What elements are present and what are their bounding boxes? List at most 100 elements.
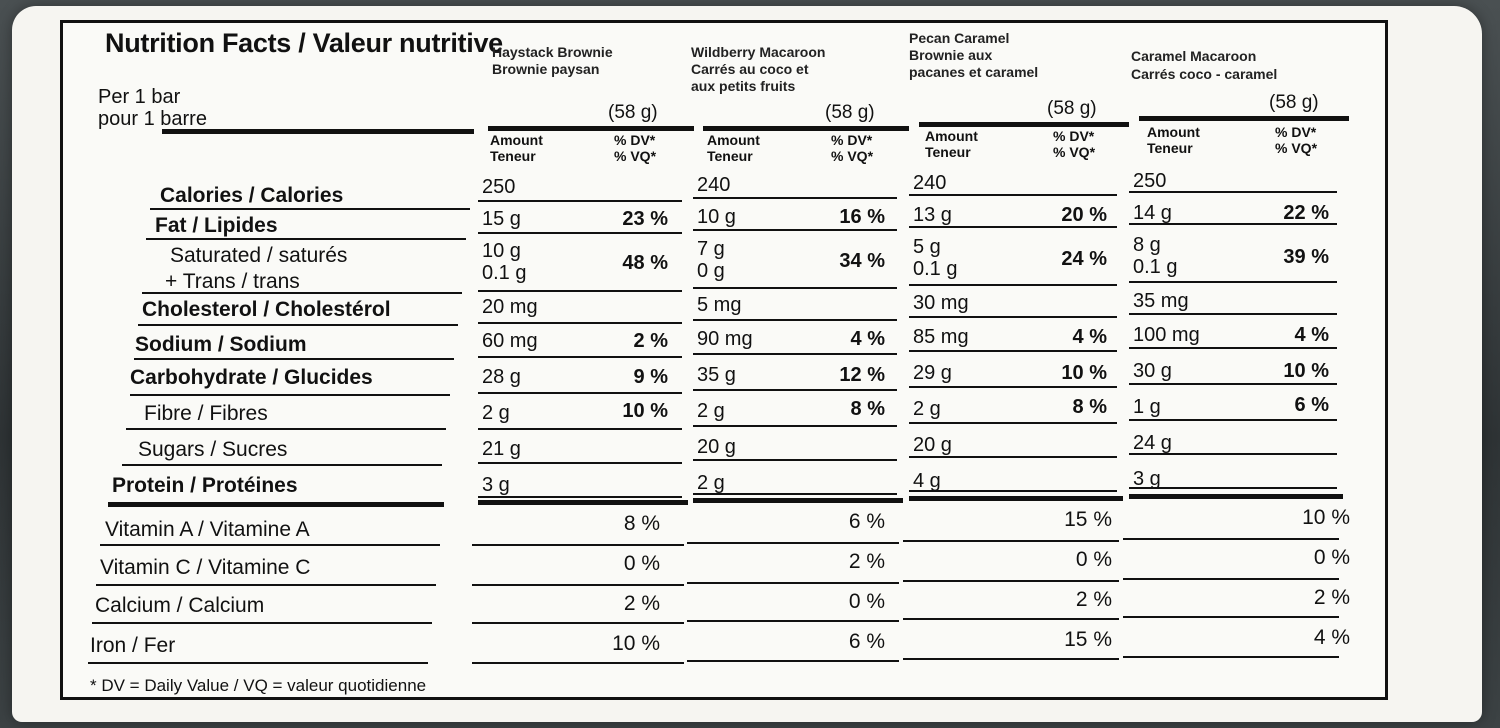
product-name-fr: Carrés au coco et: [691, 61, 809, 77]
dv-header: % DV*: [831, 132, 873, 148]
label-vitamin-divider: [100, 544, 440, 546]
value-protein: 3 g: [482, 474, 510, 496]
row-label-sodium: Sodium / Sodium: [135, 333, 307, 356]
vitamin-row-divider: [903, 580, 1119, 582]
value-fibre: 1 g: [1133, 396, 1161, 418]
dv-header-fr: % VQ*: [1053, 144, 1096, 160]
value-row-divider: [693, 197, 897, 199]
value-fat: 15 g: [482, 208, 521, 230]
row-label-saturated: Saturated / saturés: [170, 244, 348, 267]
vitamin-vitamin-c: 0 %: [1313, 546, 1350, 569]
dv-header-fr: % VQ*: [614, 148, 657, 164]
dv-carbohydrate: 10 %: [1061, 362, 1107, 384]
value-row-divider: [909, 316, 1117, 318]
label-header-rule: [162, 129, 474, 134]
column-protein-rule: [478, 500, 688, 505]
vitamin-row-divider: [687, 582, 899, 584]
value-fibre: 2 g: [697, 400, 725, 422]
value-carbohydrate: 29 g: [913, 362, 952, 384]
vitamin-iron: 15 %: [1064, 628, 1112, 651]
value-sodium: 100 mg: [1133, 324, 1200, 346]
value-sodium: 90 mg: [697, 328, 753, 350]
value-carbohydrate: 28 g: [482, 366, 521, 388]
value-sodium: 60 mg: [482, 330, 538, 352]
label-row-divider: [142, 292, 462, 294]
value-row-divider: [693, 287, 897, 289]
dv-carbohydrate: 9 %: [633, 366, 668, 388]
vitamin-row-divider: [1123, 538, 1339, 540]
vitamin-vitamin-a: 15 %: [1064, 508, 1112, 531]
product-name-fr-2: aux petits fruits: [691, 78, 796, 94]
value-protein: 4 g: [913, 470, 941, 492]
value-row-divider: [478, 428, 682, 430]
value-row-divider: [1129, 383, 1337, 385]
vitamin-row-divider: [903, 540, 1119, 542]
dv-fibre: 6 %: [1294, 394, 1329, 416]
value-calories: 250: [1133, 170, 1167, 192]
column-protein-rule: [1129, 494, 1343, 499]
value-carbohydrate: 30 g: [1133, 360, 1172, 382]
product-name: Caramel Macaroon: [1131, 48, 1257, 64]
amount-header: Amount: [1147, 124, 1200, 140]
value-row-divider: [909, 386, 1117, 388]
column-header-rule: [919, 122, 1129, 127]
value-trans: 0.1 g: [1133, 256, 1178, 278]
vitamin-row-divider: [472, 544, 684, 546]
value-sodium: 85 mg: [913, 326, 969, 348]
serving-size: (58 g): [1269, 92, 1319, 113]
product-name-fr: Brownie paysan: [492, 61, 600, 77]
column-header-rule: [1139, 116, 1349, 121]
column-header-rule: [703, 126, 909, 131]
amount-header: Amount: [707, 132, 760, 148]
dv-sodium: 4 %: [1294, 324, 1329, 346]
dv-fat: 20 %: [1061, 204, 1107, 226]
value-row-divider: [478, 200, 682, 202]
row-label-sugars: Sugars / Sucres: [138, 438, 288, 461]
vitamin-row-divider: [903, 618, 1119, 620]
product-name: Haystack Brownie: [492, 44, 613, 60]
value-row-divider: [909, 226, 1117, 228]
row-label-calories: Calories / Calories: [160, 184, 344, 207]
vitamin-row-divider: [472, 584, 684, 586]
vitamin-iron: 10 %: [612, 632, 660, 655]
vitamin-calcium: 0 %: [848, 590, 885, 613]
label-vitamin-divider: [92, 622, 432, 624]
product-name: Pecan Caramel: [909, 30, 1010, 46]
column-protein-rule: [909, 496, 1123, 501]
value-row-divider: [478, 392, 682, 394]
footnote: * DV = Daily Value / VQ = valeur quotidi…: [90, 676, 427, 695]
value-row-divider: [478, 290, 682, 292]
dv-header-fr: % VQ*: [831, 148, 874, 164]
vitamin-row-divider: [1123, 578, 1339, 580]
value-row-divider: [1129, 281, 1337, 283]
value-carbohydrate: 35 g: [697, 364, 736, 386]
serving-basis: Per 1 bar pour 1 barre: [98, 86, 207, 130]
value-row-divider: [693, 459, 897, 461]
value-row-divider: [1129, 347, 1337, 349]
value-sugars: 21 g: [482, 438, 521, 460]
value-row-divider: [909, 422, 1117, 424]
value-row-divider: [693, 389, 897, 391]
vitamin-vitamin-a: 6 %: [848, 510, 885, 533]
vitamin-row-divider: [687, 620, 899, 622]
value-saturated: 10 g: [482, 240, 521, 262]
value-row-divider: [478, 462, 682, 464]
dv-sodium: 4 %: [1072, 326, 1107, 348]
amount-header: Amount: [490, 132, 543, 148]
value-fat: 10 g: [697, 206, 736, 228]
label-row-divider: [138, 324, 458, 326]
vitamin-iron: 4 %: [1313, 626, 1350, 649]
value-fat: 14 g: [1133, 202, 1172, 224]
value-calories: 240: [697, 174, 731, 196]
value-row-divider: [693, 229, 897, 231]
label-vitamin-divider: [96, 584, 436, 586]
dv-sat_trans: 34 %: [839, 250, 885, 272]
value-sugars: 20 g: [697, 436, 736, 458]
value-cholesterol: 20 mg: [482, 296, 538, 318]
value-calories: 250: [482, 176, 516, 198]
label-row-divider: [150, 208, 470, 210]
vitamin-vitamin-c: 2 %: [848, 550, 885, 573]
row-label-cholesterol: Cholesterol / Cholestérol: [142, 298, 391, 321]
dv-sodium: 2 %: [633, 330, 668, 352]
vitamin-vitamin-a: 8 %: [623, 512, 660, 535]
